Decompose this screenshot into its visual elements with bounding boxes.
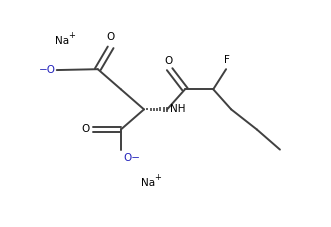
Text: O: O [82, 124, 90, 134]
Text: +: + [68, 32, 75, 40]
Text: Na: Na [56, 36, 70, 46]
Text: +: + [154, 173, 161, 182]
Text: O: O [107, 32, 115, 42]
Text: O−: O− [123, 153, 140, 163]
Text: O: O [164, 56, 172, 66]
Text: Na: Na [141, 178, 156, 188]
Text: F: F [224, 55, 230, 65]
Text: −O: −O [38, 65, 56, 75]
Text: NH: NH [170, 104, 185, 114]
